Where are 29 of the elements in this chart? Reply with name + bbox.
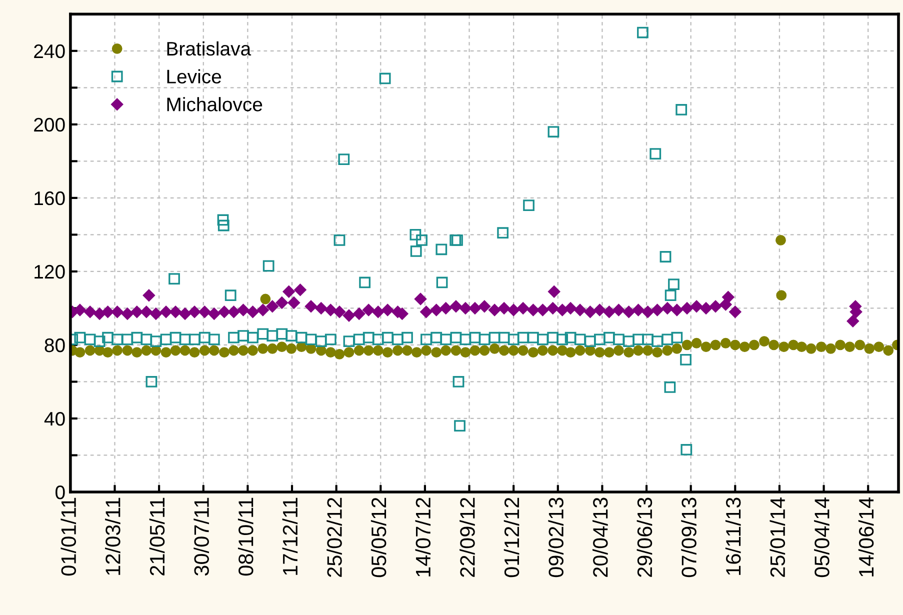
x-tick-label: 22/09/12 bbox=[460, 498, 475, 577]
x-tick-label: 12/03/11 bbox=[105, 498, 120, 575]
x-tick-label: 08/10/11 bbox=[238, 498, 254, 576]
x-tick-label: 01/01/11 bbox=[60, 498, 76, 576]
x-tick-label: 30/07/11 bbox=[194, 498, 209, 576]
legend-label: Michalovce bbox=[167, 97, 262, 112]
x-tick-label: 29/06/13 bbox=[636, 498, 652, 577]
x-tick-label: 25/02/12 bbox=[326, 498, 342, 577]
x-tick-label: 14/07/12 bbox=[415, 498, 431, 576]
x-tick-label: 20/04/13 bbox=[592, 498, 608, 577]
x-tick-label: 09/02/13 bbox=[548, 498, 564, 578]
y-tick-label: 40 bbox=[44, 412, 65, 426]
x-tick-label: 16/11/13 bbox=[725, 498, 741, 575]
y-tick-label: 160 bbox=[34, 191, 65, 206]
x-tick-label: 14/06/14 bbox=[858, 497, 874, 576]
x-tick-label: 05/05/12 bbox=[370, 498, 386, 578]
y-tick-label: 240 bbox=[34, 44, 65, 58]
y-tick-label: 120 bbox=[34, 264, 65, 279]
y-tick-label: 200 bbox=[34, 118, 65, 132]
legend-label: Levice bbox=[167, 69, 222, 84]
x-tick-label: 17/12/11 bbox=[282, 498, 298, 575]
x-tick-label: 07/09/13 bbox=[681, 498, 696, 578]
legend-label: Bratislava bbox=[167, 41, 252, 56]
x-tick-label: 21/05/11 bbox=[149, 498, 165, 576]
x-tick-label: 25/01/14 bbox=[770, 497, 786, 577]
x-tick-label: 05/04/14 bbox=[814, 497, 830, 578]
y-tick-label: 80 bbox=[44, 338, 65, 352]
x-tick-label: 01/12/12 bbox=[504, 498, 520, 578]
y-tick-label: 0 bbox=[56, 485, 65, 500]
